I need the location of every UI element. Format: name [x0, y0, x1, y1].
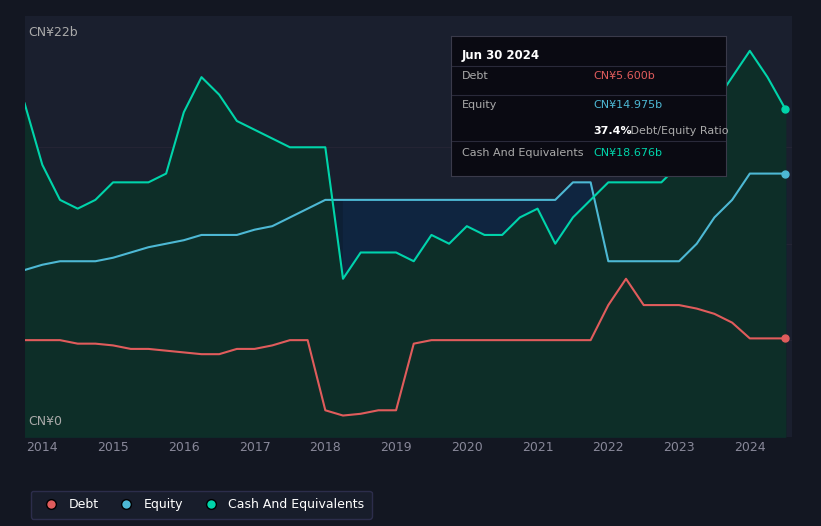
Text: Cash And Equivalents: Cash And Equivalents	[461, 148, 583, 158]
Text: Equity: Equity	[461, 100, 497, 110]
Text: Debt/Equity Ratio: Debt/Equity Ratio	[626, 126, 728, 136]
Text: CN¥14.975b: CN¥14.975b	[594, 100, 663, 110]
Text: CN¥18.676b: CN¥18.676b	[594, 148, 663, 158]
Text: CN¥22b: CN¥22b	[29, 26, 78, 39]
Text: Debt: Debt	[461, 71, 488, 81]
Text: 37.4%: 37.4%	[594, 126, 632, 136]
Legend: Debt, Equity, Cash And Equivalents: Debt, Equity, Cash And Equivalents	[31, 491, 372, 519]
Text: CN¥0: CN¥0	[29, 415, 62, 428]
Text: Jun 30 2024: Jun 30 2024	[461, 49, 539, 62]
Text: CN¥5.600b: CN¥5.600b	[594, 71, 655, 81]
